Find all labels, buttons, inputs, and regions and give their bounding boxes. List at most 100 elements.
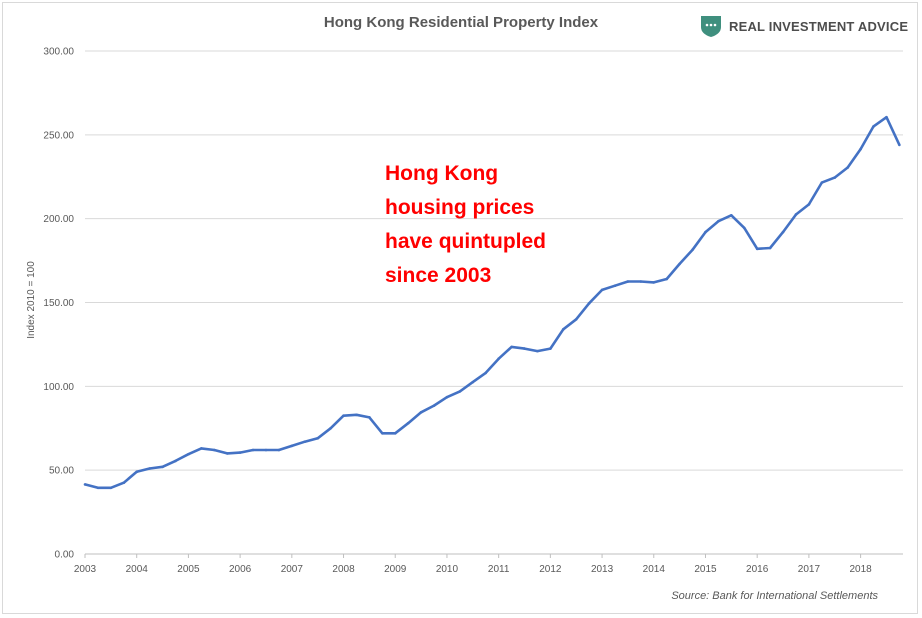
data-point xyxy=(225,452,229,455)
x-tick-label: 2005 xyxy=(177,564,200,575)
data-point xyxy=(432,404,436,407)
data-point xyxy=(484,371,488,375)
data-point xyxy=(820,181,824,184)
y-tick-label: 300.00 xyxy=(43,47,74,58)
data-point xyxy=(678,262,681,266)
data-point xyxy=(122,481,126,485)
annotation-line: have quintupled xyxy=(385,230,546,253)
x-tick-label: 2010 xyxy=(436,564,459,575)
y-tick-labels: 0.00 50.00 100.00 150.00 200.00 250.00 300.00 xyxy=(43,47,74,561)
data-point xyxy=(174,459,177,463)
x-tick-label: 2018 xyxy=(849,564,872,575)
series-line xyxy=(84,115,901,490)
data-point xyxy=(833,176,837,179)
data-point xyxy=(536,349,539,353)
x-tick-label: 2011 xyxy=(488,564,510,575)
x-tick-labels: 2003 2004 2005 2006 2007 2008 2009 2010 2011 2012… xyxy=(74,554,872,575)
data-point xyxy=(523,347,526,350)
data-point xyxy=(704,230,707,234)
data-point xyxy=(329,426,332,430)
data-point xyxy=(303,440,307,443)
y-tick-label: 100.00 xyxy=(43,382,74,393)
data-point xyxy=(497,357,500,360)
data-point xyxy=(316,437,319,440)
y-tick-label: 50.00 xyxy=(49,466,74,477)
x-tick-label: 2013 xyxy=(591,564,614,575)
data-point xyxy=(691,248,694,251)
data-point xyxy=(355,413,358,417)
data-point xyxy=(898,143,901,147)
data-point xyxy=(626,280,630,283)
data-point xyxy=(639,280,643,283)
data-points xyxy=(83,115,901,490)
annotation-text: Hong Kong housing prices have quintupled si… xyxy=(385,162,546,287)
shield-icon xyxy=(701,16,721,37)
data-point xyxy=(574,317,578,321)
data-point xyxy=(859,147,862,151)
x-tick-label: 2004 xyxy=(126,564,149,575)
data-point xyxy=(652,281,656,284)
brand-name: REAL INVESTMENT ADVICE xyxy=(729,18,909,34)
x-tick-label: 2014 xyxy=(643,564,666,575)
data-point xyxy=(872,125,875,128)
data-point xyxy=(393,431,397,435)
data-point xyxy=(368,416,371,419)
data-point xyxy=(794,213,798,216)
data-point xyxy=(665,277,669,281)
data-point xyxy=(381,431,384,435)
data-point xyxy=(148,467,151,470)
data-point xyxy=(212,448,216,452)
data-point xyxy=(161,465,164,469)
data-point xyxy=(419,411,423,414)
x-tick-label: 2006 xyxy=(229,564,252,575)
annotation-line: Hong Kong xyxy=(385,162,498,185)
x-tick-label: 2003 xyxy=(74,564,97,575)
data-point xyxy=(613,284,617,288)
data-point xyxy=(135,470,139,474)
source-note: Source: Bank for International Settlemen… xyxy=(671,590,878,602)
data-point xyxy=(742,226,746,230)
data-point xyxy=(342,414,345,417)
data-point xyxy=(264,448,268,452)
data-point xyxy=(445,395,449,399)
data-point xyxy=(109,486,113,490)
data-point xyxy=(458,390,462,393)
data-point xyxy=(600,288,604,292)
data-point xyxy=(781,230,785,234)
y-tick-label: 150.00 xyxy=(43,298,74,309)
data-point xyxy=(549,347,552,350)
y-axis-label: Index 2010 = 100 xyxy=(26,261,37,339)
data-point xyxy=(755,247,759,251)
x-tick-label: 2012 xyxy=(539,564,562,575)
data-point xyxy=(846,166,849,169)
y-tick-label: 200.00 xyxy=(43,214,74,225)
data-point xyxy=(96,486,100,490)
data-point xyxy=(406,421,410,425)
annotation-line: housing prices xyxy=(385,196,534,219)
x-tick-label: 2017 xyxy=(798,564,821,575)
x-tick-label: 2008 xyxy=(332,564,355,575)
data-point xyxy=(251,448,255,452)
gridlines xyxy=(85,50,903,471)
brand-logo: REAL INVESTMENT ADVICE xyxy=(700,14,908,38)
data-point xyxy=(768,246,772,250)
chart-title: Hong Kong Residential Property Index xyxy=(323,14,599,31)
y-tick-label: 0.00 xyxy=(55,550,75,561)
data-point xyxy=(238,451,242,454)
data-point xyxy=(200,447,203,450)
data-point xyxy=(277,448,281,452)
data-point xyxy=(83,483,87,486)
data-point xyxy=(730,214,733,217)
x-tick-label: 2015 xyxy=(694,564,717,575)
x-tick-label: 2009 xyxy=(384,564,407,575)
data-point xyxy=(885,115,888,119)
data-point xyxy=(471,380,475,384)
data-point xyxy=(717,219,720,223)
data-point xyxy=(561,328,565,331)
data-point xyxy=(187,452,190,456)
x-tick-label: 2007 xyxy=(281,564,304,575)
y-tick-label: 250.00 xyxy=(43,130,74,141)
data-point xyxy=(290,444,294,448)
